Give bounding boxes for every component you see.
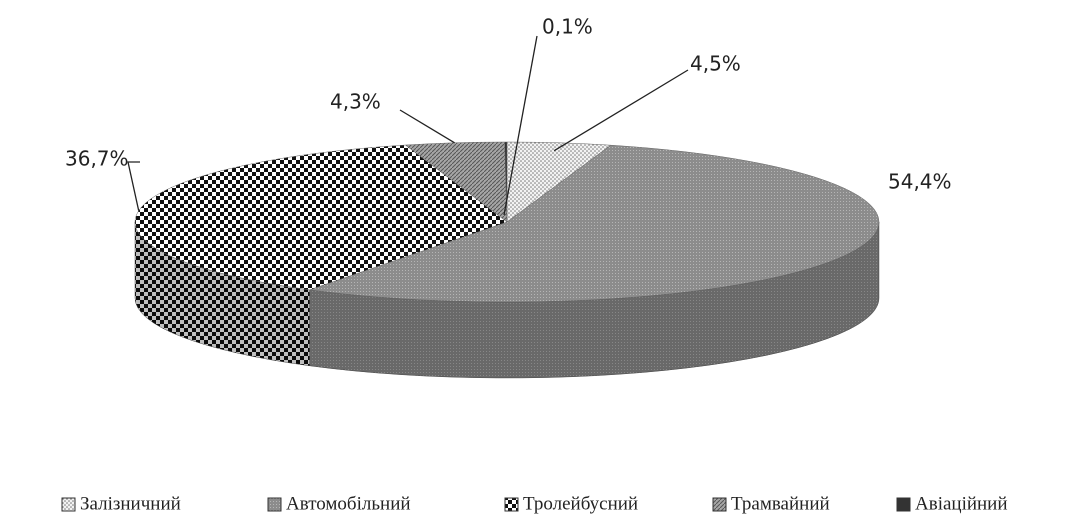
- slice-side-shade: [135, 222, 310, 366]
- data-label: 54,4%: [888, 170, 952, 194]
- legend-swatch: [267, 497, 282, 512]
- slice: [309, 144, 880, 303]
- legend-swatch: [504, 497, 519, 512]
- legend-label: Трамвайний: [731, 493, 830, 514]
- legend-label: Залізничний: [80, 493, 181, 514]
- data-label: 4,5%: [690, 52, 741, 76]
- data-label: 0,1%: [542, 15, 593, 39]
- data-label: 4,3%: [330, 90, 381, 114]
- slice: [134, 144, 508, 291]
- leader-line: [127, 161, 140, 211]
- legend-label: Тролейбусний: [523, 493, 638, 514]
- leader-line: [399, 109, 455, 144]
- legend-label: Автомобільний: [286, 493, 411, 514]
- legend-swatch: [896, 497, 911, 512]
- legend-swatch: [61, 497, 76, 512]
- data-label: 36,7%: [65, 147, 129, 171]
- leader-line: [503, 35, 538, 216]
- legend-swatch: [712, 497, 727, 512]
- leader-line: [553, 69, 689, 152]
- legend-label: Авіаційний: [915, 493, 1008, 514]
